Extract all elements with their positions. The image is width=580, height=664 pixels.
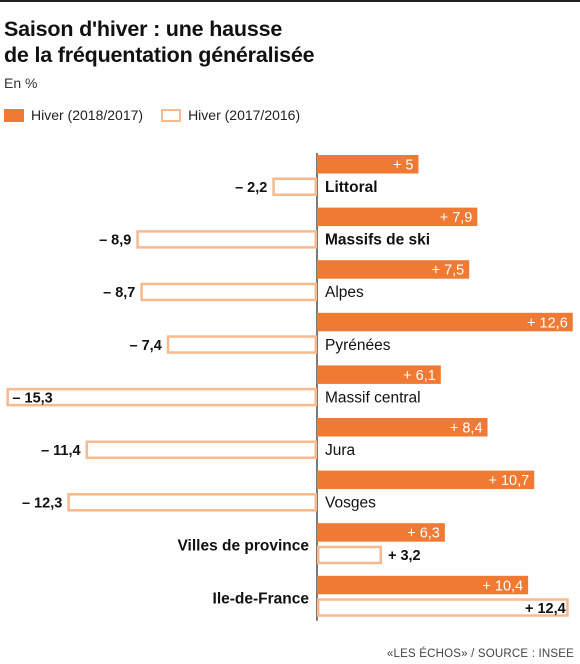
bar-current-1 — [317, 207, 478, 227]
value-label-previous-0: – 2,2 — [235, 180, 267, 196]
bar-current-4 — [317, 365, 441, 384]
bar-current-7 — [317, 523, 445, 542]
title-line-1: Saison d'hiver : une hausse — [4, 17, 283, 41]
value-label-current-2: + 7,5 — [432, 263, 465, 279]
value-label-current-6: + 10,7 — [488, 473, 529, 489]
value-label-current-3: + 12,6 — [527, 315, 568, 331]
value-label-previous-2: – 8,7 — [103, 285, 135, 301]
bar-current-6 — [317, 470, 535, 490]
value-label-current-7: + 6,3 — [407, 526, 440, 542]
value-label-previous-4: – 15,3 — [12, 390, 52, 406]
bar-previous-3 — [166, 335, 317, 354]
legend-swatch-outline — [161, 108, 182, 122]
value-label-current-5: + 8,4 — [450, 421, 483, 437]
category-label-6: Vosges — [325, 495, 376, 512]
bar-current-2 — [317, 260, 470, 279]
chart-title: Saison d'hiver : une hausse de la fréque… — [4, 16, 315, 68]
legend-item-previous: Hiver (2017/2016) — [161, 107, 300, 123]
category-label-5: Jura — [325, 442, 356, 459]
bar-previous-8 — [317, 598, 569, 617]
legend-swatch-filled — [4, 108, 24, 122]
category-label-7: Villes de province — [177, 538, 309, 555]
value-label-previous-3: – 7,4 — [130, 338, 162, 354]
category-label-0: Littoral — [325, 179, 378, 196]
value-label-previous-7: + 3,2 — [388, 548, 421, 564]
legend-label-current: Hiver (2018/2017) — [31, 107, 144, 123]
bar-chart: + 5 – 2,2 Littoral + 7,9 – 8,9 Massifs de ski… — [6, 153, 573, 621]
category-label-2: Alpes — [325, 284, 364, 301]
bar-previous-6 — [67, 493, 317, 512]
value-label-current-1: + 7,9 — [440, 210, 473, 226]
bar-previous-5 — [85, 440, 317, 459]
value-label-previous-8: + 12,4 — [525, 601, 566, 617]
title-line-2: de la fréquentation généralisée — [4, 43, 315, 67]
bar-previous-7 — [317, 545, 382, 565]
legend: Hiver (2018/2017) Hiver (2017/2016) — [4, 107, 318, 123]
bar-current-3 — [317, 312, 573, 332]
bar-previous-4 — [6, 387, 317, 407]
bar-current-0 — [317, 155, 419, 174]
value-label-previous-5: – 11,4 — [41, 443, 81, 459]
source-note: «LES ÉCHOS» / SOURCE : INSEE — [386, 648, 574, 660]
value-label-current-8: + 10,4 — [482, 578, 523, 594]
category-label-3: Pyrénées — [325, 337, 391, 354]
legend-item-current: Hiver (2018/2017) — [4, 107, 143, 123]
top-rule — [0, 0, 580, 2]
value-label-previous-6: – 12,3 — [22, 496, 62, 512]
value-label-previous-1: – 8,9 — [99, 233, 131, 249]
bar-current-5 — [317, 418, 488, 437]
value-label-current-4: + 6,1 — [403, 368, 436, 384]
value-label-current-0: + 5 — [393, 158, 414, 174]
bar-previous-0 — [272, 177, 317, 196]
legend-label-previous: Hiver (2017/2016) — [188, 107, 301, 123]
category-label-8: Ile-de-France — [213, 590, 310, 607]
bar-previous-1 — [136, 230, 317, 249]
category-label-4: Massif central — [325, 389, 421, 406]
category-label-1: Massifs de ski — [325, 232, 430, 249]
chart-subtitle: En % — [4, 75, 38, 91]
bar-current-8 — [317, 575, 529, 595]
bar-previous-2 — [140, 282, 317, 302]
